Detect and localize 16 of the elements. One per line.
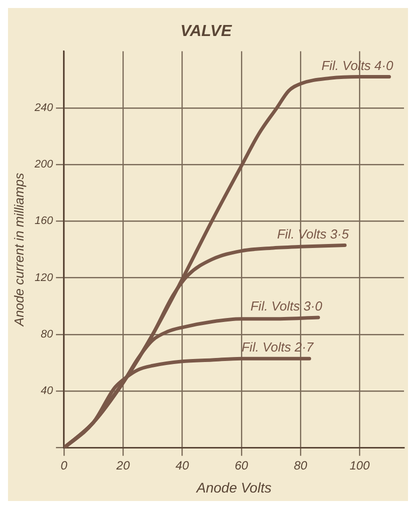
y-tick-label: 200 <box>34 158 54 171</box>
series-label: Fil. Volts 3·0 <box>250 298 324 314</box>
y-tick-label: 40 <box>40 385 54 398</box>
chart-title: VALVE <box>180 23 233 40</box>
x-axis-title: Anode Volts <box>195 479 272 496</box>
y-tick-label: 80 <box>40 328 54 341</box>
y-tick-label: 240 <box>34 102 54 114</box>
y-tick-label: 160 <box>34 215 54 228</box>
x-tick-label: 100 <box>350 458 370 472</box>
x-tick-label: 0 <box>60 458 68 472</box>
x-tick-label: 20 <box>115 458 130 472</box>
x-tick-label: 80 <box>294 458 308 472</box>
y-tick-label: 120 <box>34 272 54 284</box>
x-tick-label: 40 <box>176 458 190 472</box>
y-axis-title: Anode current in milliamps <box>11 172 26 328</box>
x-tick-label: 60 <box>234 458 248 472</box>
